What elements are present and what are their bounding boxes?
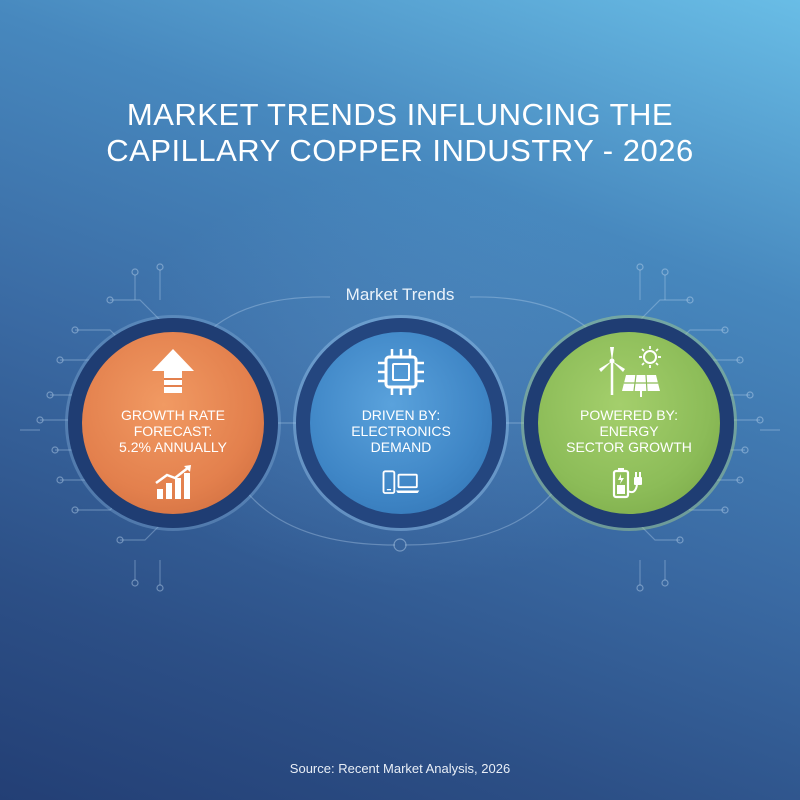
energy-sector-node: POWERED BY: ENERGY SECTOR GROWTH: [538, 332, 720, 514]
microchip-icon: [378, 349, 424, 395]
up-arrow-icon: [152, 349, 194, 393]
energy-line-1: POWERED BY:: [579, 407, 679, 423]
growth-rate-node: GROWTH RATE FORECAST: 5.2% ANNUALLY: [82, 332, 264, 514]
growth-line-3: 5.2% ANNUALLY: [119, 439, 227, 455]
electronics-line-2: ELECTRONICS: [351, 423, 451, 439]
page-title: MARKET TRENDS INFLUNCING THE CAPILLARY C…: [0, 97, 800, 169]
electronics-line-3: DEMAND: [370, 439, 432, 455]
bar-chart-rising-icon: [155, 465, 191, 499]
wind-solar-icon: [599, 346, 661, 397]
electronics-demand-text: DRIVEN BY: ELECTRONICS DEMAND: [351, 407, 451, 455]
energy-sector-text: POWERED BY: ENERGY SECTOR GROWTH: [566, 407, 692, 455]
source-note: Source: Recent Market Analysis, 2026: [289, 761, 511, 776]
energy-line-2: ENERGY: [599, 423, 659, 439]
growth-line-2: FORECAST:: [133, 423, 213, 439]
title-line-2: CAPILLARY COPPER INDUSTRY - 2026: [106, 132, 694, 168]
growth-line-1: GROWTH RATE: [121, 407, 225, 423]
phone-laptop-icon: [382, 470, 420, 494]
title-line-1: MARKET TRENDS INFLUNCING THE: [126, 96, 674, 132]
growth-rate-text: GROWTH RATE FORECAST: 5.2% ANNUALLY: [119, 407, 227, 455]
market-trends-label: Market Trends: [345, 285, 455, 304]
energy-line-3: SECTOR GROWTH: [566, 439, 692, 455]
electronics-demand-node: DRIVEN BY: ELECTRONICS DEMAND: [310, 332, 492, 514]
electronics-line-1: DRIVEN BY:: [361, 407, 441, 423]
battery-plug-icon: [612, 468, 642, 499]
